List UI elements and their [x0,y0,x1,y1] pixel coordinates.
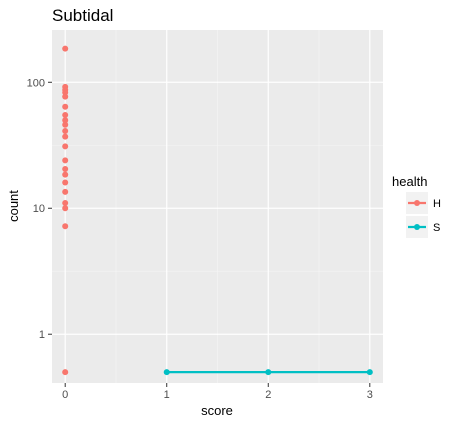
x-tick-label: 2 [265,389,271,401]
y-axis-title: count [6,190,21,222]
data-point [62,89,69,96]
chart-title: Subtidal [52,6,113,25]
legend-title: health [392,174,427,189]
x-tick-label: 0 [62,389,68,401]
data-point [62,171,69,178]
data-point [62,369,69,376]
minor-gridlines [52,30,383,383]
data-point [62,188,69,195]
data-point [62,128,69,135]
y-axis-ticks: 1 10 100 [27,77,52,341]
data-series [62,45,373,376]
data-point [366,369,373,376]
series-s [163,369,373,376]
x-tick-label: 1 [164,389,170,401]
data-point [62,205,69,212]
data-point [62,223,69,230]
x-axis-title: score [201,403,233,418]
y-tick-label: 10 [33,203,45,215]
data-point [62,117,69,124]
legend-key-point [414,224,420,230]
data-point [62,200,69,207]
data-point [62,179,69,186]
legend-label-h: H [433,198,441,210]
series-h [62,45,69,376]
legend-key-h [406,192,428,214]
data-point [62,121,69,128]
data-point [163,369,170,376]
data-point [62,103,69,110]
y-tick-label: 1 [39,329,45,341]
data-point [62,111,69,118]
legend-key-point [414,200,420,206]
data-point [62,165,69,172]
x-axis-ticks: 0 1 2 3 [62,383,373,401]
legend: health HS [392,174,441,238]
data-point [62,45,69,52]
legend-key-s [406,216,428,238]
data-point [62,133,69,140]
y-tick-label: 100 [27,77,45,89]
data-point [62,93,69,100]
data-point [62,143,69,150]
legend-label-s: S [433,222,440,234]
x-tick-label: 3 [367,389,373,401]
data-point [265,369,272,376]
data-point [62,157,69,164]
